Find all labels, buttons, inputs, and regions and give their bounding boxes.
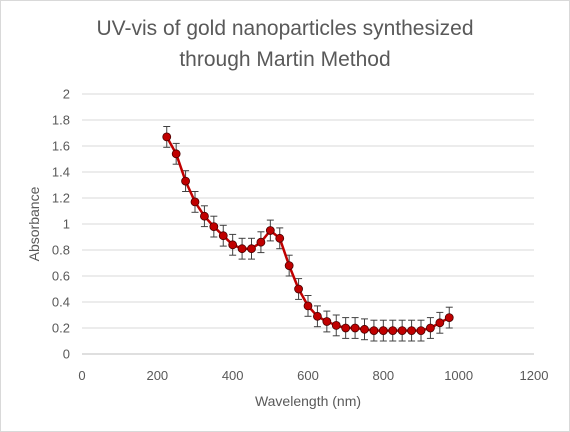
chart-title-line-1: UV-vis of gold nanoparticles synthesized — [96, 17, 474, 40]
x-tick-label: 1000 — [444, 368, 473, 383]
data-point — [426, 323, 435, 333]
y-tick-label: 1.2 — [52, 191, 70, 206]
data-points — [162, 132, 454, 336]
y-tick-label: 0.8 — [52, 243, 70, 258]
y-tick-label: 1.8 — [52, 113, 70, 128]
x-tick-label: 400 — [222, 368, 244, 383]
y-tick-label: 0.6 — [52, 269, 70, 284]
x-axis-title: Wavelength (nm) — [255, 393, 361, 409]
data-point — [256, 237, 266, 247]
chart-title: UV-vis of gold nanoparticles synthesized… — [1, 13, 569, 75]
y-tick-labels: 0 0.2 0.4 0.6 0.8 1 1.2 1.4 1.6 1.8 2 — [52, 87, 70, 362]
data-point — [435, 318, 445, 328]
y-tick-label: 1.4 — [52, 165, 70, 180]
data-point — [407, 326, 416, 336]
data-point — [237, 244, 247, 254]
data-point — [247, 244, 256, 254]
data-point — [397, 326, 407, 336]
x-tick-labels: 0 200 400 600 800 1000 1200 — [78, 368, 548, 383]
data-point — [331, 320, 341, 330]
x-tick-label: 800 — [372, 368, 394, 383]
x-tick-label: 0 — [78, 368, 85, 383]
data-point — [275, 233, 285, 243]
data-point — [171, 149, 181, 159]
data-point — [341, 323, 351, 333]
data-point — [265, 226, 275, 235]
data-point — [228, 240, 238, 250]
data-point — [350, 323, 360, 333]
data-point — [322, 317, 332, 326]
y-tick-label: 1.6 — [52, 139, 70, 154]
data-point — [200, 211, 209, 221]
y-tick-label: 1 — [63, 217, 70, 232]
y-tick-label: 0 — [63, 347, 70, 362]
data-point — [444, 313, 454, 323]
data-point — [303, 301, 313, 311]
data-point — [181, 176, 190, 186]
y-tick-label: 2 — [63, 87, 70, 102]
data-point — [294, 284, 303, 294]
data-point — [218, 231, 228, 241]
data-point — [190, 197, 200, 207]
x-tick-label: 1200 — [520, 368, 549, 383]
data-point — [162, 132, 172, 142]
gridlines — [82, 93, 534, 355]
data-point — [360, 324, 369, 334]
y-axis-title: Absorbance — [26, 186, 42, 261]
data-point — [416, 326, 426, 336]
data-point — [388, 326, 398, 336]
chart-title-line-2: through Martin Method — [179, 48, 391, 71]
y-tick-label: 0.4 — [52, 295, 70, 310]
data-point — [313, 311, 322, 321]
x-tick-label: 600 — [297, 368, 319, 383]
data-point — [369, 326, 379, 336]
y-tick-label: 0.2 — [52, 321, 70, 336]
data-point — [284, 261, 294, 271]
data-point — [209, 222, 219, 232]
data-point — [378, 326, 388, 336]
x-tick-label: 200 — [146, 368, 168, 383]
